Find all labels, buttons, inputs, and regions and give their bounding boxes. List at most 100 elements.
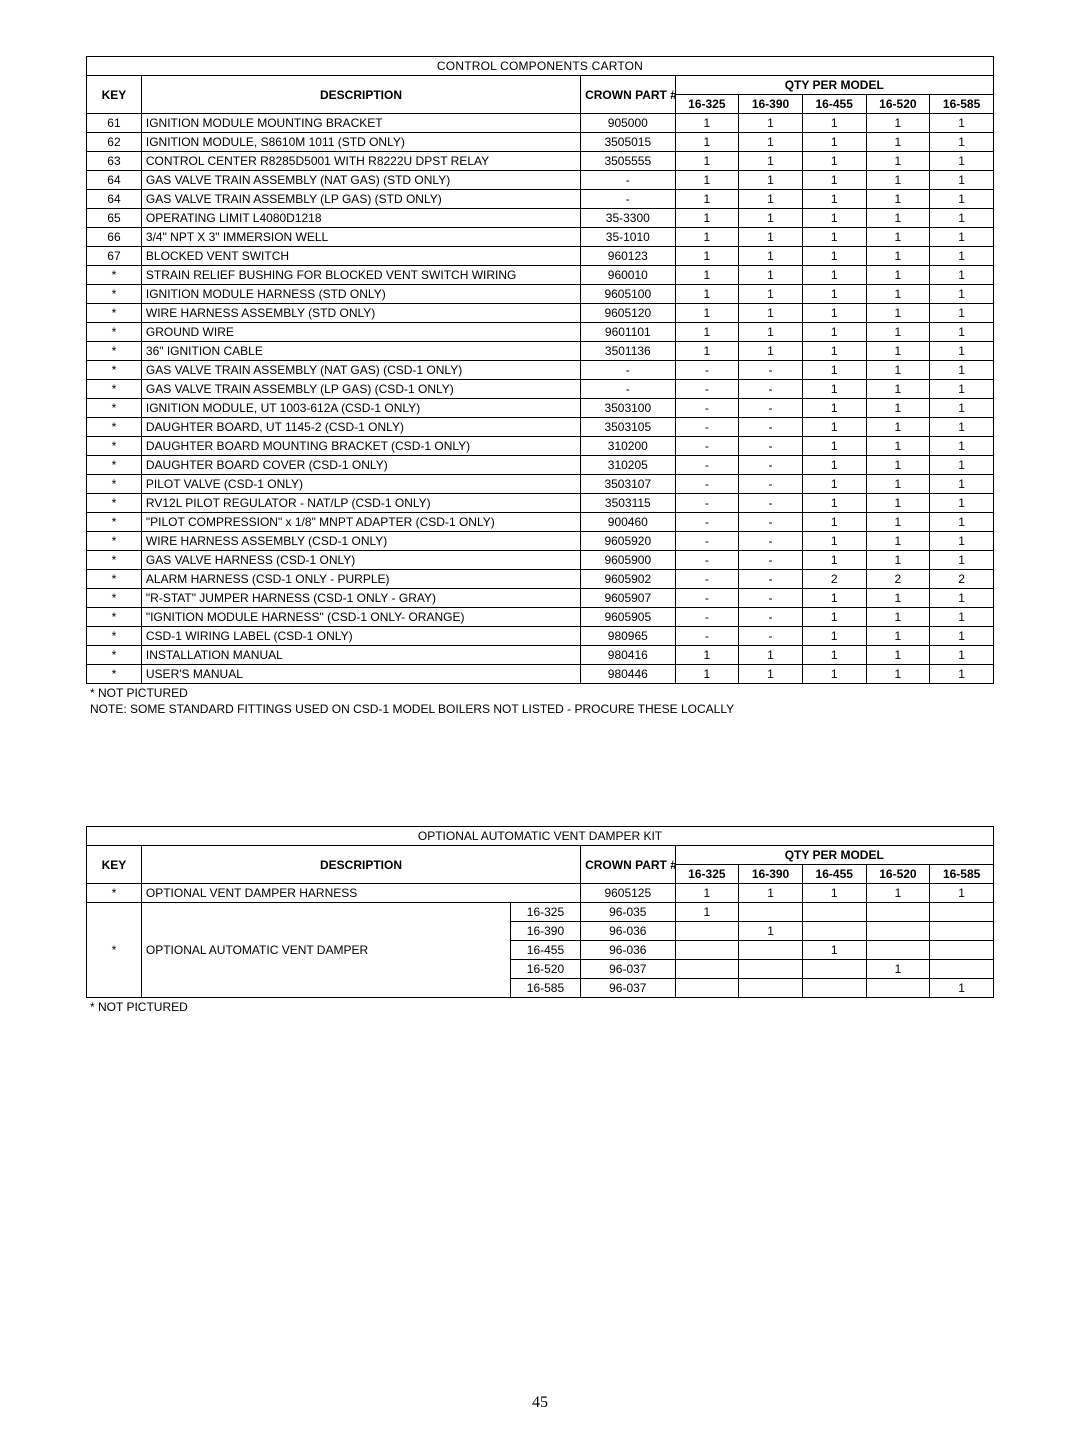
cell-qty: 1 (739, 133, 803, 152)
cell-qty: 1 (802, 608, 866, 627)
cell-qty: 1 (802, 589, 866, 608)
cell-qty: 1 (739, 114, 803, 133)
cell-qty: - (739, 589, 803, 608)
cell-submodel: 16-455 (510, 941, 580, 960)
cell-qty: 1 (802, 323, 866, 342)
cell-qty: 1 (930, 399, 994, 418)
cell-qty: 1 (866, 646, 930, 665)
cell-part: - (581, 361, 675, 380)
cell-qty: 1 (739, 884, 803, 903)
cell-key: * (87, 494, 142, 513)
cell-qty: 1 (675, 228, 739, 247)
cell-desc: OPTIONAL AUTOMATIC VENT DAMPER (141, 903, 510, 998)
cell-key: * (87, 418, 142, 437)
table2-note: * NOT PICTURED (90, 1000, 994, 1014)
cell-qty (675, 922, 739, 941)
cell-part: 9605900 (581, 551, 675, 570)
cell-part: 35-1010 (581, 228, 675, 247)
cell-qty: - (675, 551, 739, 570)
cell-qty: 1 (866, 114, 930, 133)
cell-qty: - (739, 570, 803, 589)
cell-desc: GAS VALVE HARNESS (CSD-1 ONLY) (141, 551, 580, 570)
cell-key: * (87, 589, 142, 608)
cell-qty (866, 922, 930, 941)
cell-key: * (87, 361, 142, 380)
cell-qty: - (675, 608, 739, 627)
cell-desc: "R-STAT" JUMPER HARNESS (CSD-1 ONLY - GR… (141, 589, 580, 608)
cell-key: * (87, 608, 142, 627)
cell-qty (930, 903, 994, 922)
hdr-model: 16-390 (739, 95, 803, 114)
cell-part: 35-3300 (581, 209, 675, 228)
cell-qty: 1 (866, 456, 930, 475)
cell-qty: 1 (866, 551, 930, 570)
cell-qty: 1 (802, 247, 866, 266)
table-row: *"PILOT COMPRESSION" x 1/8" MNPT ADAPTER… (87, 513, 994, 532)
cell-desc: DAUGHTER BOARD COVER (CSD-1 ONLY) (141, 456, 580, 475)
cell-qty: 1 (930, 608, 994, 627)
cell-qty: 1 (675, 884, 739, 903)
table-row: 61IGNITION MODULE MOUNTING BRACKET905000… (87, 114, 994, 133)
table-row: *OPTIONAL AUTOMATIC VENT DAMPER16-32596-… (87, 903, 994, 922)
cell-qty: 1 (739, 171, 803, 190)
hdr-part: CROWN PART # (581, 846, 675, 884)
cell-qty: 1 (802, 513, 866, 532)
cell-key: * (87, 884, 142, 903)
cell-qty: 1 (739, 209, 803, 228)
hdr-part: CROWN PART # (581, 76, 675, 114)
cell-qty: 1 (866, 304, 930, 323)
cell-qty: 1 (739, 152, 803, 171)
cell-key: * (87, 399, 142, 418)
table-row: 65OPERATING LIMIT L4080D121835-330011111 (87, 209, 994, 228)
table-row: *RV12L PILOT REGULATOR - NAT/LP (CSD-1 O… (87, 494, 994, 513)
cell-key: * (87, 266, 142, 285)
cell-qty: 1 (930, 266, 994, 285)
cell-qty: 1 (739, 228, 803, 247)
cell-part: 96-036 (581, 941, 675, 960)
cell-qty (675, 960, 739, 979)
cell-key: * (87, 570, 142, 589)
cell-desc: INSTALLATION MANUAL (141, 646, 580, 665)
cell-part: - (581, 171, 675, 190)
cell-desc: CSD-1 WIRING LABEL (CSD-1 ONLY) (141, 627, 580, 646)
cell-qty: 2 (802, 570, 866, 589)
cell-qty: 1 (739, 247, 803, 266)
cell-submodel: 16-390 (510, 922, 580, 941)
cell-qty: - (675, 589, 739, 608)
cell-qty: 1 (866, 665, 930, 684)
cell-qty: 1 (930, 342, 994, 361)
cell-qty: 1 (802, 380, 866, 399)
cell-part: 980965 (581, 627, 675, 646)
cell-key: 61 (87, 114, 142, 133)
cell-desc: DAUGHTER BOARD, UT 1145-2 (CSD-1 ONLY) (141, 418, 580, 437)
table-row: 63CONTROL CENTER R8285D5001 WITH R8222U … (87, 152, 994, 171)
cell-qty: 1 (930, 418, 994, 437)
cell-qty: 2 (930, 570, 994, 589)
cell-desc: IGNITION MODULE, UT 1003-612A (CSD-1 ONL… (141, 399, 580, 418)
cell-qty: 1 (930, 979, 994, 998)
cell-qty: 1 (739, 304, 803, 323)
hdr-model: 16-585 (930, 95, 994, 114)
cell-qty: - (675, 418, 739, 437)
cell-qty (802, 979, 866, 998)
cell-qty (739, 960, 803, 979)
cell-qty: - (675, 380, 739, 399)
cell-qty (739, 903, 803, 922)
cell-qty: 1 (675, 903, 739, 922)
table-row: *GAS VALVE HARNESS (CSD-1 ONLY)9605900--… (87, 551, 994, 570)
table-row: *STRAIN RELIEF BUSHING FOR BLOCKED VENT … (87, 266, 994, 285)
cell-key: 64 (87, 171, 142, 190)
cell-qty: 1 (802, 361, 866, 380)
cell-key: * (87, 342, 142, 361)
cell-desc: GAS VALVE TRAIN ASSEMBLY (NAT GAS) (STD … (141, 171, 580, 190)
cell-qty: 1 (866, 209, 930, 228)
cell-qty: 1 (675, 266, 739, 285)
cell-desc: GAS VALVE TRAIN ASSEMBLY (LP GAS) (STD O… (141, 190, 580, 209)
cell-desc: GAS VALVE TRAIN ASSEMBLY (LP GAS) (CSD-1… (141, 380, 580, 399)
cell-part: 9605100 (581, 285, 675, 304)
cell-desc: 3/4" NPT X 3" IMMERSION WELL (141, 228, 580, 247)
hdr-model: 16-520 (866, 95, 930, 114)
cell-part: 96-037 (581, 979, 675, 998)
cell-desc: BLOCKED VENT SWITCH (141, 247, 580, 266)
table-row: 663/4" NPT X 3" IMMERSION WELL35-1010111… (87, 228, 994, 247)
